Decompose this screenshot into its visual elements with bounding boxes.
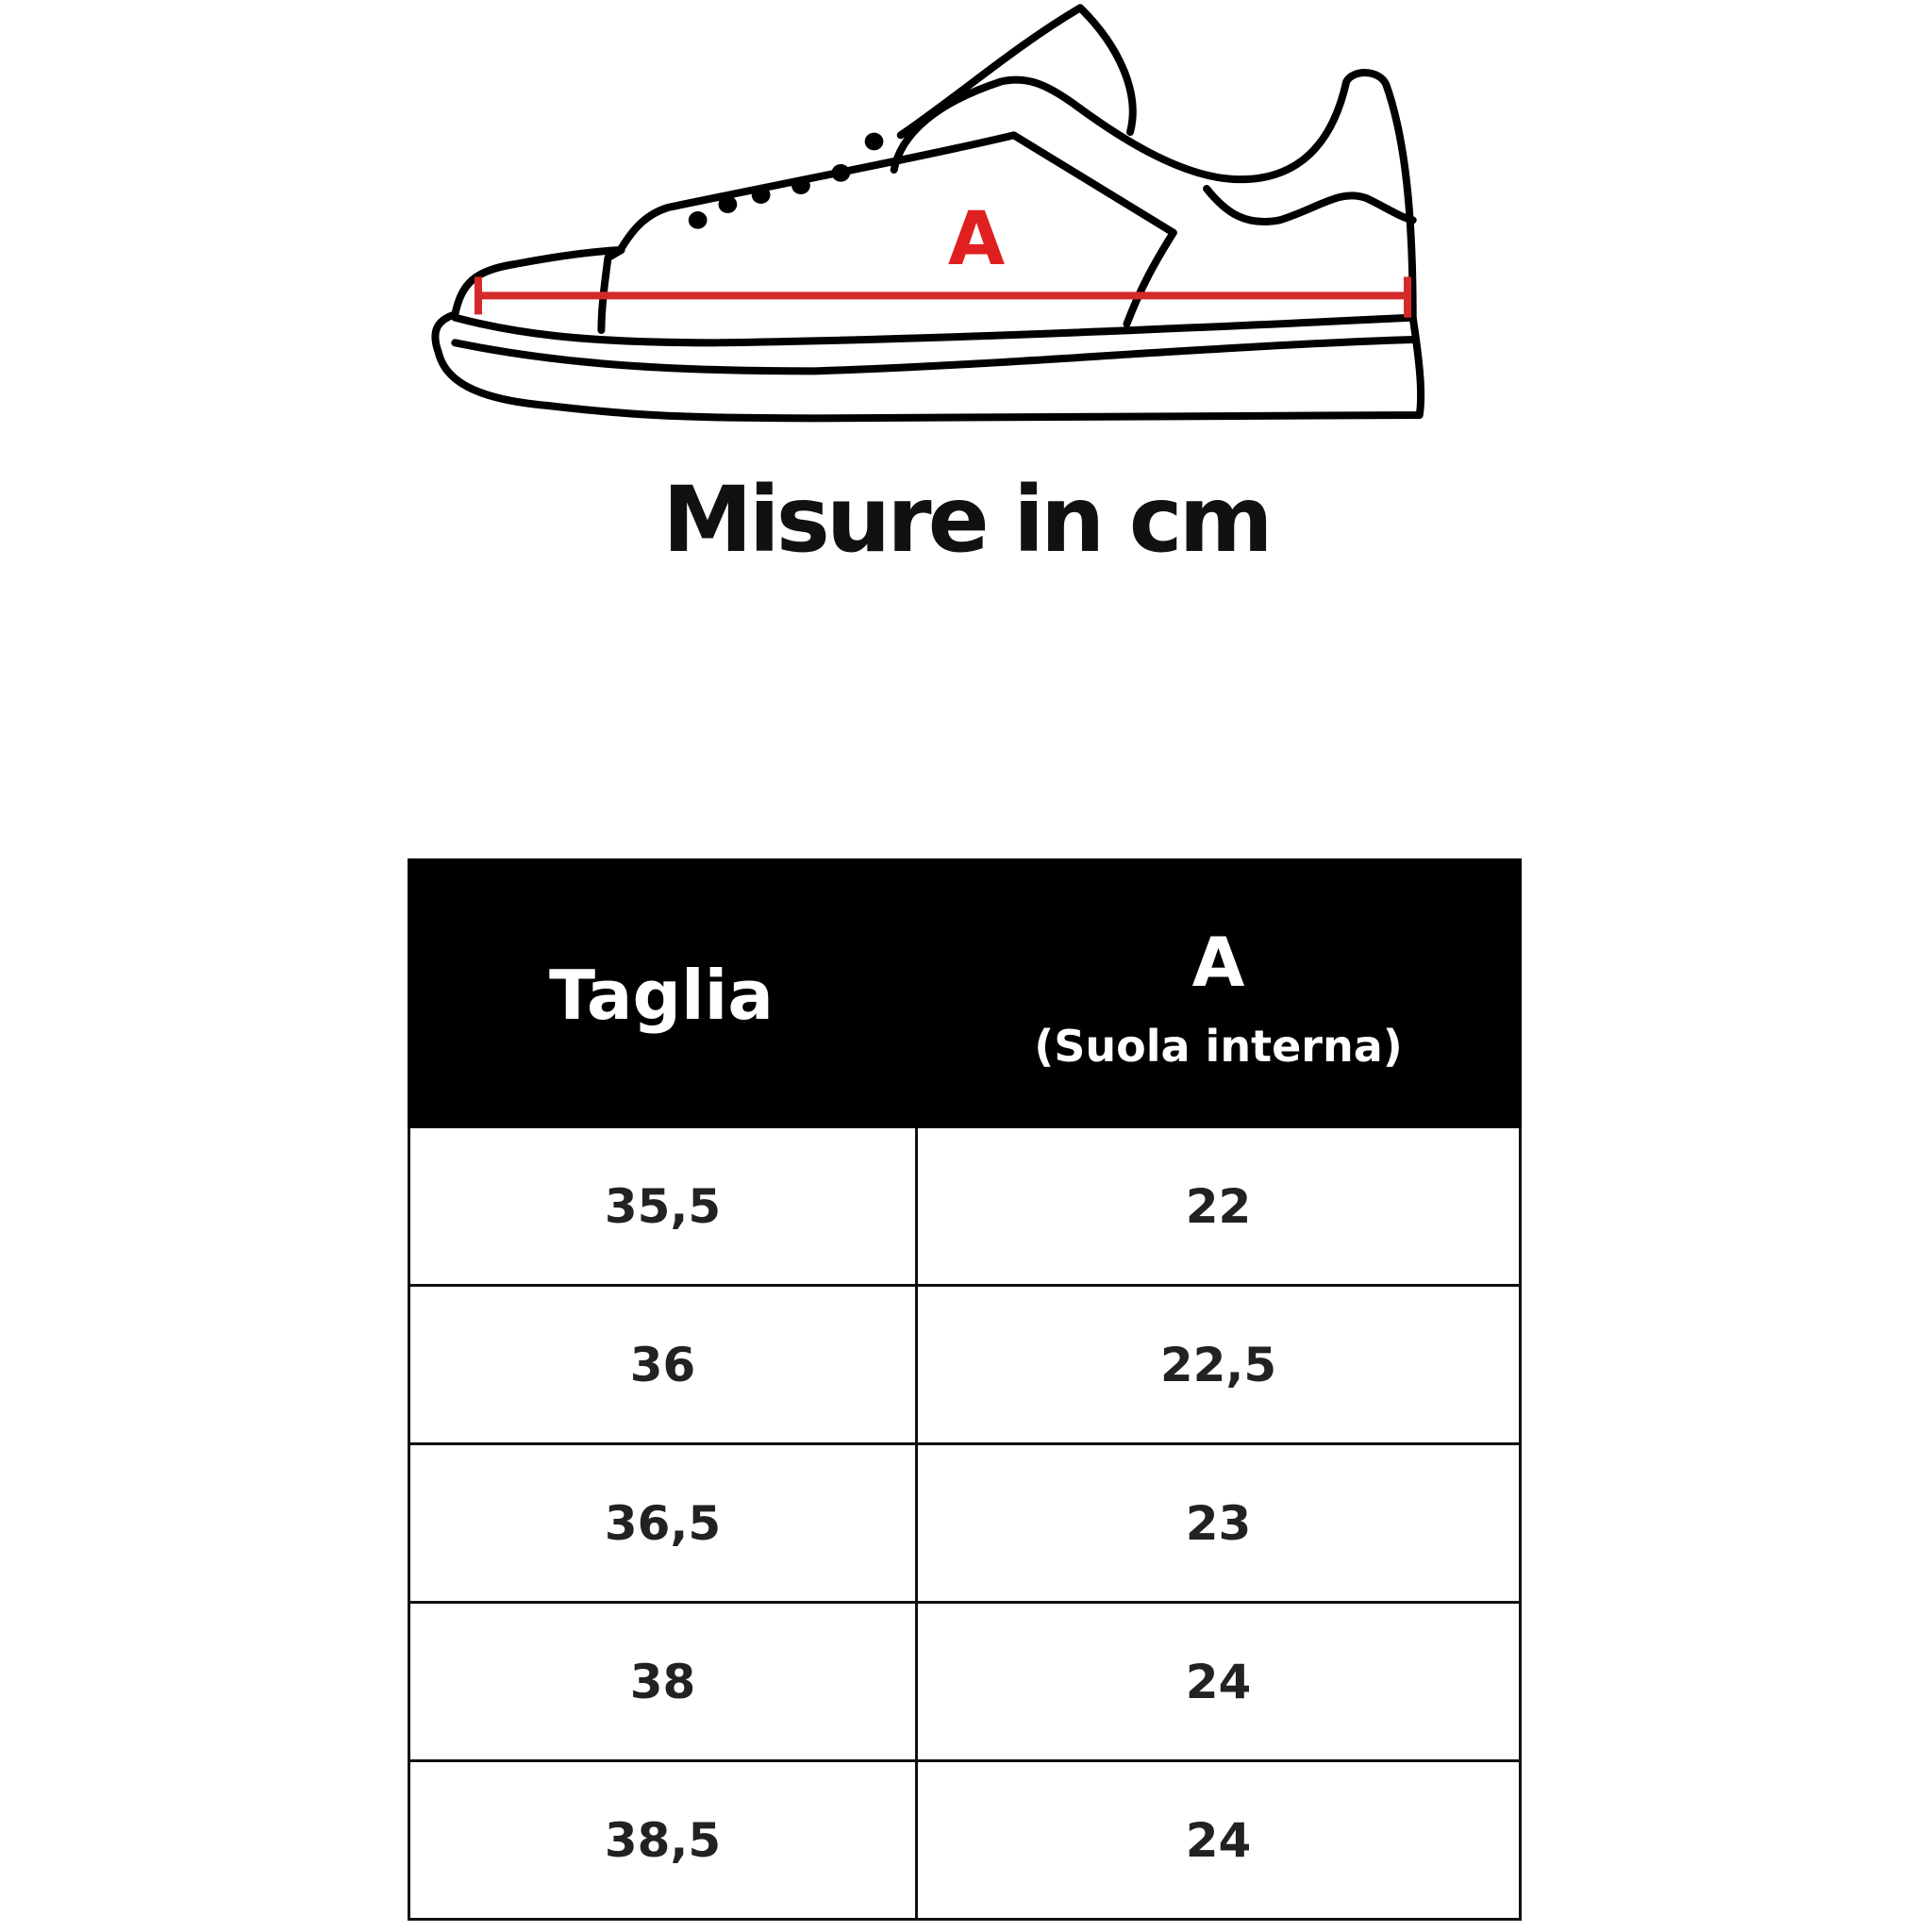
size-cell: 35,5 xyxy=(410,1128,918,1284)
measure-cell: 24 xyxy=(1185,1654,1252,1709)
measure-cell: 22 xyxy=(1185,1178,1252,1234)
size-table: Taglia A (Suola interna) 35,5 22 36 22,5 3… xyxy=(408,858,1522,1922)
measure-cell: 23 xyxy=(1185,1495,1252,1551)
page-title: Misure in cm xyxy=(662,467,1273,573)
size-cell: 38 xyxy=(410,1604,918,1759)
header-measure-sub: (Suola interna) xyxy=(1034,1021,1403,1072)
size-cell: 38,5 xyxy=(410,1762,918,1918)
header-size: Taglia xyxy=(549,956,774,1035)
measure-cell: 22,5 xyxy=(1159,1337,1277,1392)
header-measure: A xyxy=(1191,923,1245,1002)
table-row: 36 22,5 xyxy=(408,1287,1522,1445)
measure-label: A xyxy=(947,197,1006,282)
measure-cell: 24 xyxy=(1185,1812,1252,1868)
table-row: 38 24 xyxy=(408,1604,1522,1762)
table-header: Taglia A (Suola interna) xyxy=(408,858,1522,1128)
size-cell: 36,5 xyxy=(410,1445,918,1601)
table-row: 36,5 23 xyxy=(408,1445,1522,1604)
table-row: 38,5 24 xyxy=(408,1762,1522,1921)
size-cell: 36 xyxy=(410,1287,918,1442)
table-row: 35,5 22 xyxy=(408,1128,1522,1287)
sneaker-illustration xyxy=(415,0,1453,453)
